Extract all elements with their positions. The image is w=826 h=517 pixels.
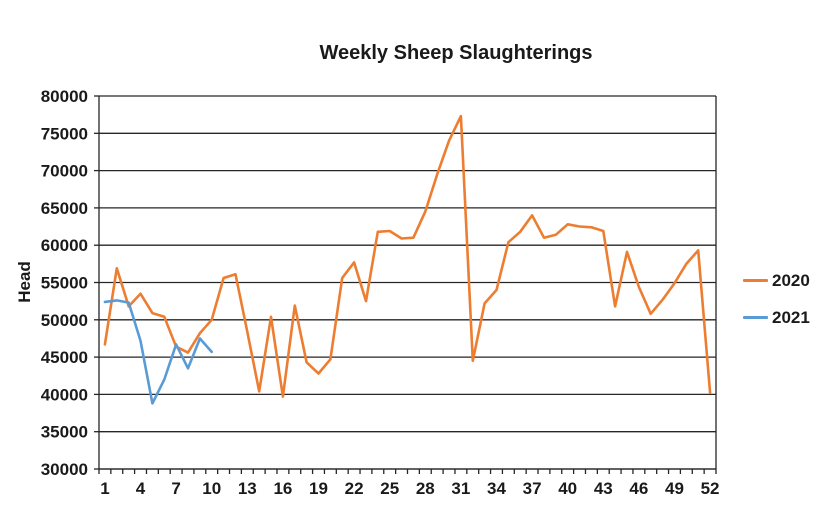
y-tick-label-80000: 80000 — [41, 87, 88, 106]
legend-item-2020: 2020 — [743, 270, 810, 291]
x-tick-label-31: 31 — [451, 479, 470, 498]
x-tick-label-40: 40 — [558, 479, 577, 498]
series-line-2021 — [103, 299, 213, 405]
x-tick-label-49: 49 — [665, 479, 684, 498]
y-tick-label-30000: 30000 — [41, 460, 88, 479]
x-tick-label-28: 28 — [416, 479, 435, 498]
chart-legend: 2020 2021 — [743, 270, 810, 328]
y-tick-label-35000: 35000 — [41, 423, 88, 442]
x-tick-label-37: 37 — [523, 479, 542, 498]
legend-label-2021: 2021 — [772, 308, 810, 327]
series-line-2020 — [103, 114, 712, 398]
x-tick-label-52: 52 — [701, 479, 720, 498]
x-tick-label-22: 22 — [345, 479, 364, 498]
y-tick-label-75000: 75000 — [41, 124, 88, 143]
x-tick-label-25: 25 — [380, 479, 399, 498]
x-tick-label-46: 46 — [629, 479, 648, 498]
legend-label-2020: 2020 — [772, 271, 810, 290]
x-tick-label-7: 7 — [171, 479, 180, 498]
y-tick-label-40000: 40000 — [41, 385, 88, 404]
legend-swatch-2021-line — [743, 316, 768, 319]
legend-item-2021: 2021 — [743, 307, 810, 328]
y-tick-label-60000: 60000 — [41, 236, 88, 255]
x-tick-label-1: 1 — [100, 479, 109, 498]
y-tick-label-55000: 55000 — [41, 274, 88, 293]
chart-title: Weekly Sheep Slaughterings — [319, 42, 593, 64]
x-tick-label-16: 16 — [273, 479, 292, 498]
x-tick-label-13: 13 — [238, 479, 257, 498]
y-tick-label-50000: 50000 — [41, 311, 88, 330]
y-tick-label-45000: 45000 — [41, 348, 88, 367]
y-tick-label-70000: 70000 — [41, 162, 88, 181]
x-tick-label-10: 10 — [202, 479, 221, 498]
x-tick-label-43: 43 — [594, 479, 613, 498]
x-tick-label-4: 4 — [136, 479, 146, 498]
x-tick-label-34: 34 — [487, 479, 506, 498]
legend-swatch-2020-line — [743, 279, 768, 282]
x-tick-label-19: 19 — [309, 479, 328, 498]
y-tick-label-65000: 65000 — [41, 199, 88, 218]
